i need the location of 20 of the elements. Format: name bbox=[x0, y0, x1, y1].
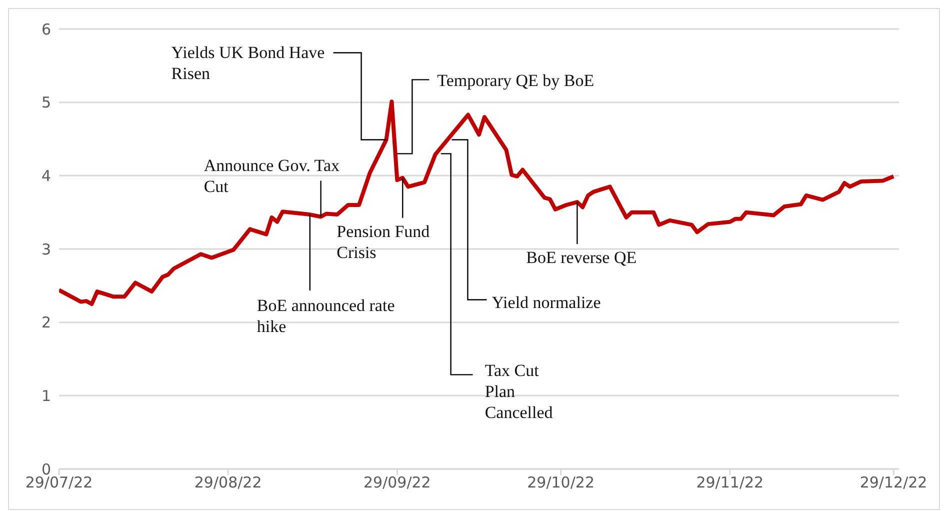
x-tick-label: 29/12/22 bbox=[860, 474, 928, 492]
annotation: Temporary QE by BoE bbox=[437, 70, 596, 91]
y-tick-label: 1 bbox=[41, 386, 51, 405]
y-tick-label: 5 bbox=[41, 94, 51, 112]
annotation: BoE announced rate hike bbox=[256, 294, 396, 337]
annotation: Yield normalize bbox=[492, 292, 602, 313]
annotation: Yields UK Bond Have Risen bbox=[171, 42, 326, 84]
y-tick-label: 2 bbox=[41, 314, 51, 332]
x-tick-label: 29/08/22 bbox=[194, 474, 262, 492]
annotation: Tax Cut Plan Cancelled bbox=[484, 360, 554, 423]
x-tick-label: 29/09/22 bbox=[363, 474, 431, 492]
y-tick-label: 3 bbox=[41, 240, 51, 258]
x-tick-label: 29/07/22 bbox=[25, 474, 93, 492]
x-tick-label: 29/11/22 bbox=[696, 474, 764, 492]
annotation: BoE reverse QE bbox=[526, 247, 638, 268]
y-tick-label: 4 bbox=[41, 166, 51, 185]
annotation: Pension Fund Crisis bbox=[336, 220, 431, 263]
y-tick-label: 6 bbox=[41, 20, 51, 38]
x-tick-label: 29/10/22 bbox=[527, 474, 595, 492]
annotation: Announce Gov. Tax Cut bbox=[204, 154, 341, 197]
